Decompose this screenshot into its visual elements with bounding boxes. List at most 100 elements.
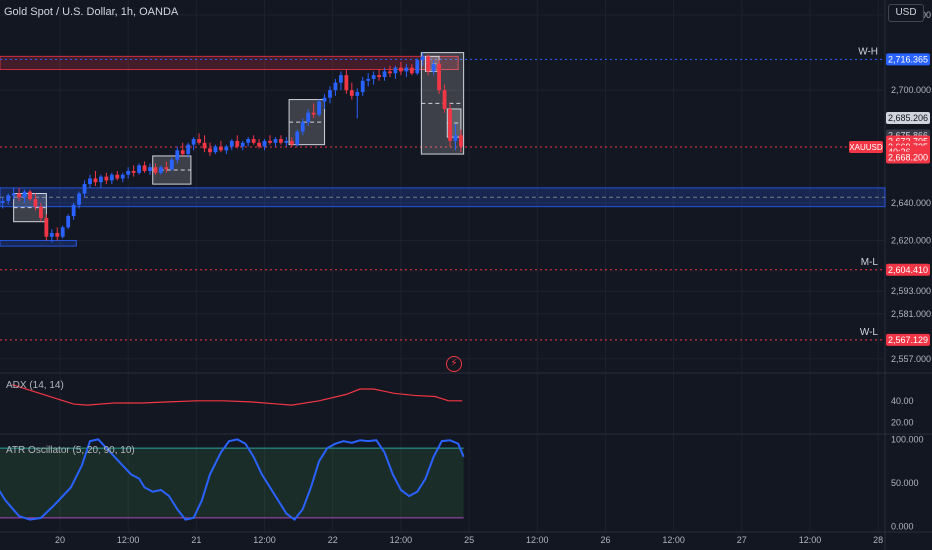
symbol-tag: XAUUSD [849, 143, 883, 152]
weekly-high-zone [0, 55, 459, 71]
candle [377, 75, 381, 78]
candle [197, 139, 201, 143]
atr-band [0, 448, 464, 518]
candle [33, 199, 38, 207]
price-tag-bg [886, 151, 930, 164]
price-tick: 2,593.000 [891, 286, 931, 296]
candle [82, 184, 87, 194]
candle [71, 204, 76, 217]
candle [213, 146, 218, 153]
candle [202, 142, 207, 149]
candle [153, 167, 158, 173]
candle [0, 201, 5, 203]
candle [415, 60, 420, 74]
atr-tick: 0.000 [891, 522, 914, 532]
candle [142, 165, 147, 171]
time-tick: 21 [191, 535, 201, 545]
candle [333, 82, 338, 91]
price-tag-bg [886, 53, 930, 66]
atr-tick: 100.000 [891, 434, 924, 444]
candle [39, 206, 43, 218]
atr-tick: 50.000 [891, 478, 919, 488]
time-tick: 27 [737, 535, 747, 545]
candle [404, 67, 409, 72]
time-tick: 22 [328, 535, 338, 545]
candle [273, 139, 278, 143]
candle [99, 176, 103, 183]
candle [317, 101, 321, 115]
time-tick: 12:00 [799, 535, 822, 545]
candle [109, 174, 114, 181]
candle [289, 140, 294, 145]
candle [339, 75, 343, 83]
candle [459, 135, 463, 147]
candle [240, 142, 245, 147]
candle [126, 170, 131, 175]
candle [208, 148, 212, 153]
price-tag: 2,668.200 [888, 152, 928, 162]
lower-zone [0, 239, 77, 247]
time-tick: 12:00 [662, 535, 685, 545]
candle [295, 131, 300, 145]
candle [115, 174, 120, 179]
candle [219, 146, 223, 151]
candle [77, 193, 81, 205]
candle [409, 67, 414, 74]
candle [355, 92, 360, 96]
candle [251, 139, 256, 143]
candle [426, 56, 431, 72]
candle [300, 122, 305, 132]
time-tick: 12:00 [390, 535, 413, 545]
price-tick: 2,640.000 [891, 198, 931, 208]
candle [344, 75, 349, 91]
currency-selector[interactable]: USD [888, 4, 924, 22]
time-tick: 12:00 [526, 535, 549, 545]
candle [371, 75, 376, 79]
chart-title: Gold Spot / U.S. Dollar, 1h, OANDA [4, 6, 179, 18]
candle [382, 71, 387, 78]
symbol-tag-bg [849, 141, 883, 154]
candle [164, 167, 169, 170]
candle [180, 150, 185, 155]
candle [49, 232, 54, 237]
candle [279, 139, 283, 143]
candle [268, 140, 272, 143]
candle [229, 140, 234, 147]
candle [453, 135, 458, 141]
candle [159, 167, 163, 173]
price-tick: 2,581.000 [891, 309, 931, 319]
price-tag: 2,716.365 [888, 54, 928, 64]
candle [55, 232, 60, 237]
candle [148, 167, 152, 171]
candle [17, 193, 21, 198]
candle [257, 142, 261, 147]
price-tag: 2,685.206 [888, 113, 928, 123]
price-tick: 2,700.000 [891, 85, 931, 95]
atr-label[interactable]: ATR Oscillator (5, 20, 90, 10) [6, 445, 135, 456]
candle [442, 90, 447, 109]
time-tick: 12:00 [117, 535, 140, 545]
price-tag: 2,567.129 [888, 335, 928, 345]
candle [66, 216, 71, 228]
candle [186, 144, 191, 155]
candle [137, 165, 141, 173]
candle [175, 150, 180, 160]
candle [431, 63, 436, 72]
candle [393, 67, 398, 74]
adx-tick: 40.00 [891, 396, 914, 406]
price-tick: 2,557.000 [891, 354, 931, 364]
level-label: M-L [861, 257, 879, 268]
candle [246, 139, 251, 143]
price-tag-bg [886, 333, 930, 346]
level-label: W-L [860, 327, 879, 338]
candle [311, 112, 316, 115]
adx-label[interactable]: ADX (14, 14) [6, 380, 64, 391]
candle [169, 159, 174, 170]
candle [284, 140, 289, 143]
time-tick: 26 [600, 535, 610, 545]
flash-icon[interactable]: ⚡ [446, 356, 462, 372]
candle [388, 71, 392, 74]
candle [104, 176, 109, 181]
candle [120, 174, 125, 179]
